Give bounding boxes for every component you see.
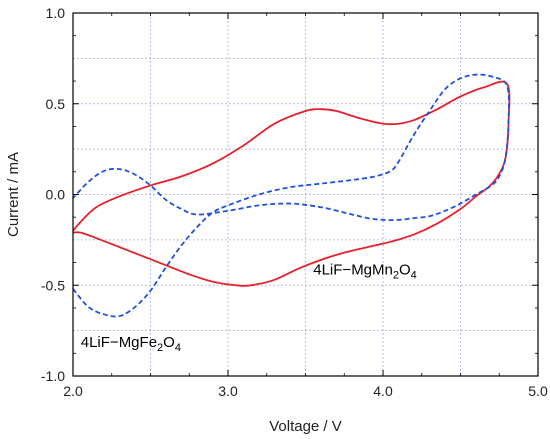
y-axis-label: Current / mA: [5, 152, 22, 237]
annotation-2: 4LiF−MgFe2O4: [81, 334, 181, 354]
series-line-1: [72, 80, 511, 287]
x-tick-label: 4.0: [373, 383, 393, 399]
x-axis-label: Voltage / V: [269, 418, 342, 435]
annotation-1: 4LiF−MgMn2O4: [313, 261, 417, 281]
series-layer: [72, 73, 511, 318]
grid-lines: [73, 13, 538, 376]
x-tick-label: 3.0: [218, 383, 238, 399]
series-line-2: [72, 73, 510, 318]
y-tick-label: -0.5: [41, 277, 65, 293]
y-tick-label: -1.0: [41, 368, 65, 384]
axis-ticks: [72, 12, 539, 377]
x-tick-label: 2.0: [63, 383, 83, 399]
y-tick-label: 0.0: [46, 187, 66, 203]
y-tick-label: 1.0: [46, 5, 66, 21]
tick-labels: 2.0 3.0 4.0 5.0 -1.0 -0.5 0.0 0.5 1.0: [41, 5, 548, 399]
x-tick-label: 5.0: [528, 383, 548, 399]
annotations: 4LiF−MgMn2O4 4LiF−MgFe2O4: [81, 261, 417, 354]
y-tick-label: 0.5: [46, 96, 66, 112]
